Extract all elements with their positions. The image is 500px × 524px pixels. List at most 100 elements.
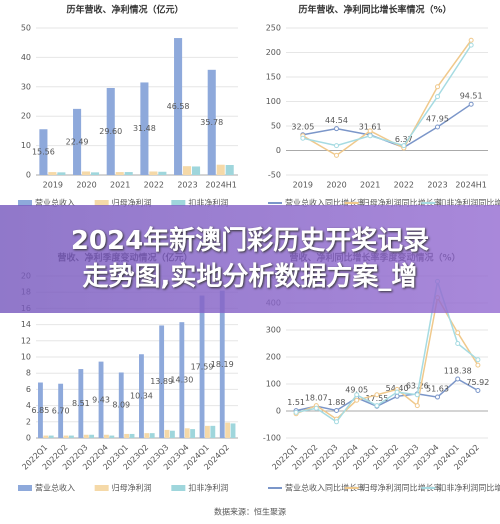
y-tick-label: 10: [21, 141, 31, 150]
bar: [129, 433, 135, 438]
bar: [191, 166, 201, 175]
value-label: 75.92: [466, 378, 489, 387]
y-tick-label: 4: [26, 401, 31, 410]
x-tick-label: 2021: [110, 181, 130, 190]
line: [295, 378, 479, 412]
legend-label: 归母净利润同比增长率: [362, 198, 442, 208]
point: [334, 419, 339, 425]
x-tick-label: 2022: [144, 181, 164, 190]
legend-label: 归母净利润: [112, 483, 152, 493]
bar: [149, 171, 158, 175]
legend-label: 归母净利润: [112, 198, 152, 208]
legend-swatch: [171, 485, 186, 491]
bar: [83, 434, 89, 438]
y-tick-label: 20: [21, 112, 31, 121]
bar: [225, 422, 231, 438]
value-label: 1.51: [287, 398, 305, 407]
bar: [205, 425, 210, 438]
bar: [82, 171, 91, 175]
point: [401, 143, 407, 149]
value-label: 18.19: [211, 360, 234, 369]
legend-swatch: [94, 485, 109, 491]
point: [435, 94, 440, 100]
banner-line: 走势图,实地分析数据方案_增: [82, 262, 418, 292]
y-tick-label: 0: [26, 434, 31, 443]
point: [334, 126, 339, 132]
point: [334, 143, 339, 149]
bar: [149, 433, 155, 438]
bar: [159, 325, 165, 438]
value-label: 9.43: [92, 395, 110, 404]
legend-label: 扣非净利润: [188, 198, 228, 208]
point: [468, 37, 474, 43]
legend-swatch: [18, 200, 32, 206]
value-label: 49.05: [345, 385, 368, 394]
y-tick-label: 6: [26, 385, 31, 394]
y-tick-label: 14: [21, 320, 31, 329]
value-label: 6.85: [32, 406, 50, 415]
bar: [38, 382, 43, 438]
x-tick-label: 2023: [177, 181, 197, 190]
bar: [179, 322, 185, 438]
bar: [109, 435, 115, 438]
chart-title: 历年营收、净利同比增长率情况（%）: [298, 4, 451, 16]
value-label: 51.63: [426, 385, 449, 394]
bar: [216, 164, 225, 175]
value-label: 118.38: [444, 367, 472, 376]
y-tick-label: 200: [266, 48, 281, 57]
point: [455, 341, 461, 346]
y-tick-label: 0: [276, 146, 281, 155]
bar: [225, 165, 234, 175]
legend-swatch: [18, 485, 32, 491]
bar: [124, 433, 130, 438]
x-tick-label: 2021: [360, 181, 380, 190]
y-tick-label: 150: [266, 73, 281, 82]
bar: [90, 172, 100, 175]
y-tick-label: 2: [26, 417, 31, 426]
point: [475, 357, 481, 363]
point: [414, 392, 420, 398]
value-label: 1.88: [328, 398, 346, 407]
bar: [230, 423, 236, 438]
point: [455, 330, 461, 336]
value-label: 15.56: [32, 148, 55, 157]
point: [394, 393, 400, 399]
x-tick-label: 2024H1: [205, 181, 236, 190]
x-tick-label: 2023: [427, 181, 447, 190]
line: [302, 39, 472, 157]
line: [302, 44, 472, 147]
y-tick-label: 10: [21, 353, 31, 362]
legend-label: 营业总收入: [35, 483, 75, 493]
value-label: 17.55: [365, 394, 388, 403]
point: [354, 392, 360, 398]
banner: 2024年新澳门彩历史开奖记录 走势图,实地分析数据方案_增: [0, 205, 500, 313]
legend-label: 扣非净利润: [188, 483, 228, 493]
bar: [174, 38, 183, 176]
legend-swatch: [94, 200, 109, 206]
point: [293, 409, 299, 415]
legend-label: 归母净利润同比增长率: [362, 483, 442, 493]
y-tick-label: 8: [26, 369, 31, 378]
bar: [164, 429, 170, 438]
legend-label: 营业总收入: [35, 198, 75, 208]
legend-label: 扣非净利润同比增长率: [438, 198, 500, 208]
y-tick-label: 100: [266, 380, 281, 389]
bar: [104, 434, 109, 438]
chart-title: 历年营收、净利情况（亿元）: [66, 4, 183, 16]
bar: [115, 172, 124, 175]
bar: [207, 69, 216, 175]
bar: [210, 425, 216, 438]
bar: [98, 361, 104, 438]
x-tick-label: 2020: [76, 181, 96, 190]
point: [367, 133, 373, 139]
point: [414, 403, 420, 409]
bar: [184, 428, 190, 438]
x-tick-label: 2022: [394, 181, 414, 190]
x-tick-label: 2019: [293, 181, 313, 190]
value-label: 32.05: [291, 122, 314, 131]
banner-line: 2024年新澳门彩历史开奖记录: [70, 226, 430, 256]
source: 数据来源：恒生聚源: [214, 507, 286, 517]
value-label: 44.54: [325, 116, 348, 125]
point: [313, 405, 319, 411]
